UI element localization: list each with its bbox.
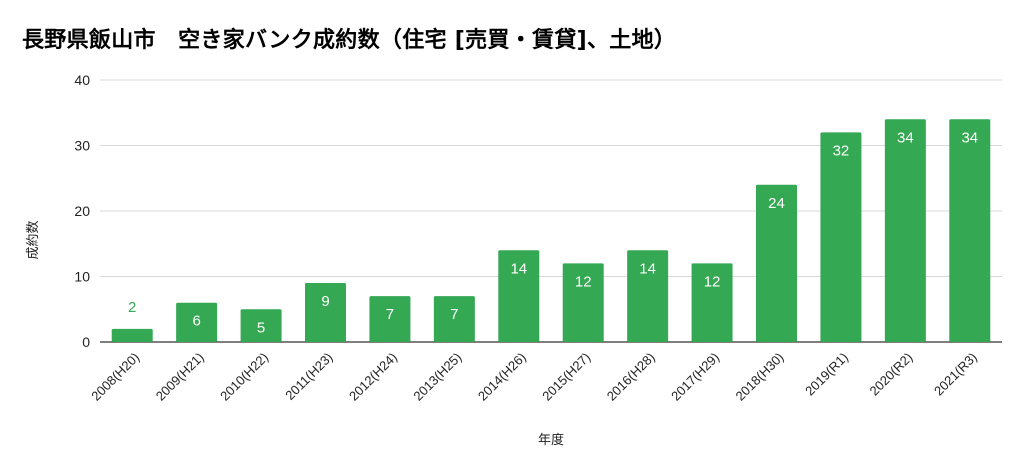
x-tick-label: 2019(R1): [802, 350, 851, 399]
x-tick-label: 2021(R3): [931, 350, 980, 399]
x-tick-label: 2017(H29): [668, 350, 722, 404]
bar: [111, 328, 153, 342]
y-tick-label: 20: [74, 203, 90, 219]
data-label: 2: [128, 299, 136, 316]
y-tick-labels: 0 10 20 30 40: [74, 72, 90, 350]
data-label: 5: [257, 319, 265, 336]
bar: [305, 283, 346, 342]
x-tick-label: 2010(H22): [217, 350, 271, 404]
bars: [111, 119, 991, 342]
x-tick-label: 2012(H24): [346, 350, 400, 404]
bar: [562, 263, 604, 342]
y-axis-label: 成約数: [26, 220, 41, 259]
y-tick-label: 0: [82, 334, 90, 350]
x-tick-label: 2013(H25): [410, 350, 464, 404]
bar: [884, 119, 926, 342]
x-axis-label: 年度: [538, 432, 564, 448]
bar: [820, 132, 862, 342]
bar: [691, 263, 733, 342]
data-label: 32: [833, 142, 850, 159]
x-tick-label: 2009(H21): [153, 350, 207, 404]
x-tick-label: 2015(H27): [539, 350, 593, 404]
data-label: 6: [192, 313, 200, 330]
data-label: 12: [704, 273, 721, 290]
data-label: 12: [575, 273, 592, 290]
bar: [498, 250, 540, 342]
x-tick-label: 2016(H28): [604, 350, 658, 404]
bar: [176, 302, 218, 342]
x-tick-label: 2018(H30): [733, 350, 787, 404]
x-tick-label: 2008(H20): [88, 350, 142, 404]
data-labels: 2 6 5 9 7 7 14 12 14 12 24 32 34 34: [128, 129, 978, 336]
data-label: 34: [961, 129, 978, 146]
y-tick-label: 30: [74, 138, 90, 154]
data-label: 24: [768, 195, 785, 212]
data-label: 7: [386, 306, 394, 323]
x-tick-label: 2011(H23): [282, 350, 335, 403]
bar: [756, 184, 797, 342]
y-tick-label: 10: [74, 269, 90, 285]
data-label: 7: [450, 306, 458, 323]
data-label: 14: [639, 260, 656, 277]
bar: [949, 119, 991, 342]
x-tick-label: 2020(R2): [867, 350, 916, 399]
data-label: 9: [321, 293, 329, 310]
x-tick-labels: 2008(H20) 2009(H21) 2010(H22) 2011(H23) 2012…: [88, 350, 980, 404]
bar: [627, 250, 669, 342]
gridlines: [100, 79, 1002, 343]
chart-title: 長野県飯山市 空き家バンク成約数（住宅 [売買・賃貸]、土地）: [22, 28, 677, 53]
data-label: 34: [897, 129, 914, 146]
data-label: 14: [510, 260, 527, 277]
bar: [240, 309, 282, 342]
x-tick-label: 2014(H26): [475, 350, 529, 404]
bar: [369, 296, 411, 342]
bar: [433, 296, 475, 342]
y-tick-label: 40: [74, 72, 90, 88]
